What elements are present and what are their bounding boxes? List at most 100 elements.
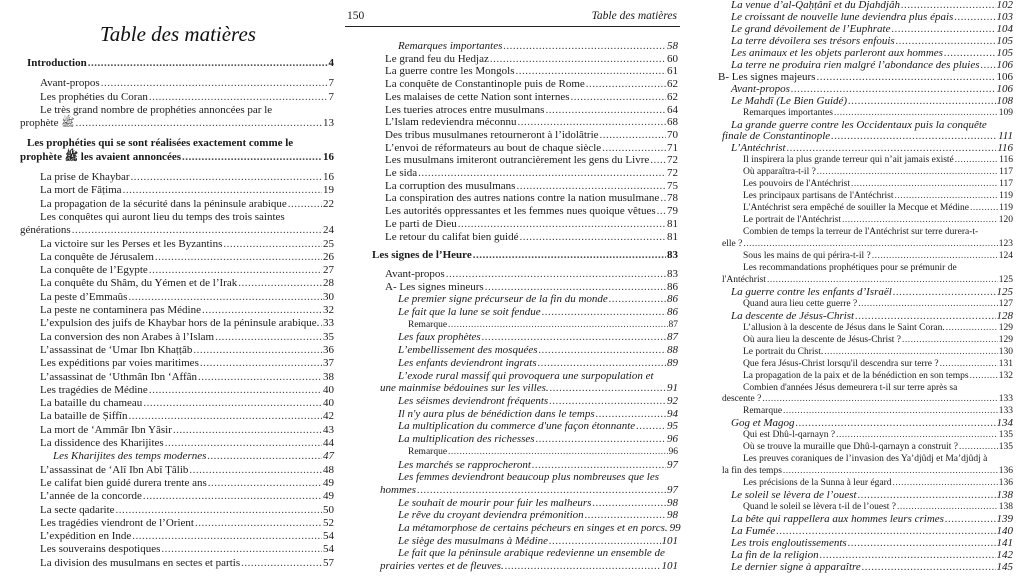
toc-entry[interactable]: Les souverains despotiques 54 xyxy=(20,543,334,556)
toc-entry[interactable]: Combien d'années Jésus demeurera t-il su… xyxy=(718,383,1013,407)
toc-entry[interactable]: Le retour du califat bien guidé 81 xyxy=(372,231,678,244)
toc-entry[interactable]: Les faux prophètes 87 xyxy=(372,331,678,344)
toc-entry[interactable]: Quand aura lieu cette guerre ? 127 xyxy=(718,299,1013,311)
toc-entry[interactable]: Le soleil se lèvera de l’ouest 138 xyxy=(718,489,1013,502)
toc-entry[interactable]: Remarques importantes 109 xyxy=(718,108,1013,120)
toc-entry[interactable]: Il n'y aura plus de bénédiction dans le … xyxy=(372,408,678,421)
toc-entry[interactable]: L’allusion à la descente de Jésus dans l… xyxy=(718,323,1013,335)
toc-entry[interactable]: Le portrait du Christ. 130 xyxy=(718,347,1013,359)
toc-entry[interactable]: L’année de la concorde 49 xyxy=(20,490,334,503)
toc-entry[interactable]: Le Mahdî (Le Bien Guidé) 108 xyxy=(718,95,1013,108)
toc-entry[interactable]: Les enfants deviendront ingrats 89 xyxy=(372,357,678,370)
toc-entry[interactable]: L’assassinat de ‘Uthmân Ibn ‘Affân 38 xyxy=(20,371,334,384)
toc-entry[interactable]: Que fera Jésus-Christ lorsqu'il descendr… xyxy=(718,359,1013,371)
toc-entry[interactable]: Les autorités oppressantes et les femmes… xyxy=(372,205,678,218)
toc-entry[interactable]: La conquête de Constantinople puis de Ro… xyxy=(372,78,678,91)
toc-entry[interactable]: La multiplication des richesses 96 xyxy=(372,433,678,446)
toc-entry[interactable]: Le dernier signe à apparaître 145 xyxy=(718,561,1013,574)
toc-entry[interactable]: Où aura lieu la descente de Jésus-Christ… xyxy=(718,335,1013,347)
toc-entry[interactable]: Le souhait de mourir pour fuir les malhe… xyxy=(372,497,678,510)
toc-entry[interactable]: Qui est Dhû-l-qarnayn ? 135 xyxy=(718,430,1013,442)
toc-entry[interactable]: Avant-propos 83 xyxy=(372,268,678,281)
toc-entry[interactable]: L’envoi de réformateurs au bout de chaqu… xyxy=(372,142,678,155)
toc-entry[interactable]: Les conquêtes qui auront lieu du temps d… xyxy=(20,211,334,238)
toc-entry[interactable]: La victoire sur les Perses et les Byzant… xyxy=(20,238,334,251)
toc-entry[interactable]: Le parti de Dieu 81 xyxy=(372,218,678,231)
toc-entry[interactable]: La corruption des musulmans 75 xyxy=(372,180,678,193)
toc-entry[interactable]: La guerre contre les Mongols 61 xyxy=(372,65,678,78)
toc-entry[interactable]: Remarque 133 xyxy=(718,406,1013,418)
toc-entry[interactable]: La peste ne contaminera pas Médine 32 xyxy=(20,304,334,317)
toc-entry[interactable]: Les signes de l’Heure 83 xyxy=(372,249,678,262)
toc-entry[interactable]: Sous les mains de qui périra-t-il ? 124 xyxy=(718,251,1013,263)
toc-entry[interactable]: Le très grand nombre de prophéties annon… xyxy=(20,104,334,131)
toc-entry[interactable]: Les femmes deviendront beaucoup plus nom… xyxy=(372,471,678,496)
toc-entry[interactable]: La multiplication du commerce d'une faço… xyxy=(372,420,678,433)
toc-entry[interactable]: Remarque 96 xyxy=(372,446,678,459)
toc-entry[interactable]: Le fait que la lune se soit fendue 86 xyxy=(372,306,678,319)
toc-entry[interactable]: Le sida 72 xyxy=(372,167,678,180)
toc-entry[interactable]: Les séismes deviendront fréquents 92 xyxy=(372,395,678,408)
toc-entry[interactable]: Introduction 4 xyxy=(20,57,334,70)
toc-entry[interactable]: L'Antéchrist sera empêché de souiller la… xyxy=(718,203,1013,215)
toc-entry[interactable]: Les Kharijites des temps modernes 47 xyxy=(20,450,334,463)
toc-entry[interactable]: Les trois engloutissements 141 xyxy=(718,537,1013,550)
toc-entry[interactable]: Les malaises de cette Nation sont intern… xyxy=(372,91,678,104)
toc-entry[interactable]: La guerre contre les enfants d’Israël 125 xyxy=(718,286,1013,299)
toc-entry[interactable]: Le croissant de nouvelle lune deviendra … xyxy=(718,11,1013,24)
toc-entry[interactable]: Les prophéties du Coran 7 xyxy=(20,91,334,104)
toc-entry[interactable]: L’embellissement des mosquées 88 xyxy=(372,344,678,357)
toc-entry[interactable]: La mort de Fâṭima 19 xyxy=(20,184,334,197)
toc-entry[interactable]: La conversion des non Arabes à l’Islam 35 xyxy=(20,331,334,344)
toc-entry[interactable]: Avant-propos 106 xyxy=(718,83,1013,96)
toc-entry[interactable]: La descente de Jésus-Christ 128 xyxy=(718,310,1013,323)
toc-entry[interactable]: La dissidence des Kharijites 44 xyxy=(20,437,334,450)
toc-entry[interactable]: Les prophéties qui se sont réalisées exa… xyxy=(20,137,334,164)
toc-entry[interactable]: Avant-propos 7 xyxy=(20,77,334,90)
toc-entry[interactable]: La Fumée 140 xyxy=(718,525,1013,538)
toc-entry[interactable]: Les preuves coraniques de l’invasion des… xyxy=(718,454,1013,478)
toc-entry[interactable]: Il inspirera la plus grande terreur qui … xyxy=(718,155,1013,167)
toc-entry[interactable]: Le portrait de l'Antéchrist 120 xyxy=(718,215,1013,227)
toc-entry[interactable]: La bête qui rappellera aux hommes leurs … xyxy=(718,513,1013,526)
toc-entry[interactable]: Quand le soleil se lèvera t-il de l’oues… xyxy=(718,502,1013,514)
toc-entry[interactable]: La bataille du chameau 40 xyxy=(20,397,334,410)
toc-entry[interactable]: L’assassinat de ‘Alî Ibn Abî Ṭâlib 48 xyxy=(20,464,334,477)
toc-entry[interactable]: Le grand dévoilement de l’Euphrate 104 xyxy=(718,23,1013,36)
toc-entry[interactable]: Les expéditions par voies maritimes 37 xyxy=(20,357,334,370)
toc-entry[interactable]: Les pouvoirs de l'Antéchrist 117 xyxy=(718,179,1013,191)
toc-entry[interactable]: Le rêve du croyant deviendra prémonition… xyxy=(372,509,678,522)
toc-entry[interactable]: La prise de Khaybar 16 xyxy=(20,171,334,184)
toc-entry[interactable]: La conquête de l’Egypte 27 xyxy=(20,264,334,277)
toc-entry[interactable]: B- Les signes majeurs 106 xyxy=(718,71,1013,84)
toc-entry[interactable]: L’expédition en Inde 54 xyxy=(20,530,334,543)
toc-entry[interactable]: L’Islam redeviendra méconnu 68 xyxy=(372,116,678,129)
toc-entry[interactable]: Des tribus musulmanes retourneront à l’i… xyxy=(372,129,678,142)
toc-entry[interactable]: Le premier signe précurseur de la fin du… xyxy=(372,293,678,306)
toc-entry[interactable]: Les animaux et les objets parleront aux … xyxy=(718,47,1013,60)
toc-entry[interactable]: L’Antéchrist 116 xyxy=(718,142,1013,155)
toc-entry[interactable]: La venue d’al-Qaḥṭânî et du Djahdjâh 102 xyxy=(718,0,1013,12)
toc-entry[interactable]: La conquête du Shâm, du Yémen et de l’Ir… xyxy=(20,277,334,290)
toc-entry[interactable]: Remarques importantes 58 xyxy=(372,40,678,53)
toc-entry[interactable]: La terre ne produira rien malgré l’abond… xyxy=(718,59,1013,72)
toc-entry[interactable]: Où apparaîtra-t-il ? 117 xyxy=(718,167,1013,179)
toc-entry[interactable]: Combien de temps la terreur de l'Antéchr… xyxy=(718,227,1013,251)
toc-entry[interactable]: La propagation de la sécurité dans la pé… xyxy=(20,198,334,211)
toc-entry[interactable]: La grande guerre contre les Occidentaux … xyxy=(718,119,1013,144)
toc-entry[interactable]: L’expulsion des juifs de Khaybar hors de… xyxy=(20,317,334,330)
toc-entry[interactable]: La division des musulmans en sectes et p… xyxy=(20,557,334,570)
toc-entry[interactable]: Les tueries atroces entre musulmans 64 xyxy=(372,104,678,117)
toc-entry[interactable]: Le siège des musulmans à Médine 101 xyxy=(372,535,678,548)
toc-entry[interactable]: Le califat bien guidé durera trente ans 4… xyxy=(20,477,334,490)
toc-entry[interactable]: La bataille de Ṣiffîn 42 xyxy=(20,410,334,423)
toc-entry[interactable]: Les recommandations prophétiques pour se… xyxy=(718,263,1013,287)
toc-entry[interactable]: Où se trouve la muraille que Dhû-l-qarna… xyxy=(718,442,1013,454)
toc-entry[interactable]: La métamorphose de certains pécheurs en … xyxy=(372,522,681,535)
toc-entry[interactable]: Gog et Magog 134 xyxy=(718,417,1013,430)
toc-entry[interactable]: La conspiration des autres nations contr… xyxy=(372,192,678,205)
toc-entry[interactable]: La terre dévoilera ses trésors enfouis 10… xyxy=(718,35,1013,48)
toc-entry[interactable]: Le fait que la péninsule arabique redevi… xyxy=(372,547,678,572)
toc-entry[interactable]: Les marchés se rapprocheront 97 xyxy=(372,459,678,472)
toc-entry[interactable]: L’exode rural massif qui provoquera une … xyxy=(372,370,678,395)
